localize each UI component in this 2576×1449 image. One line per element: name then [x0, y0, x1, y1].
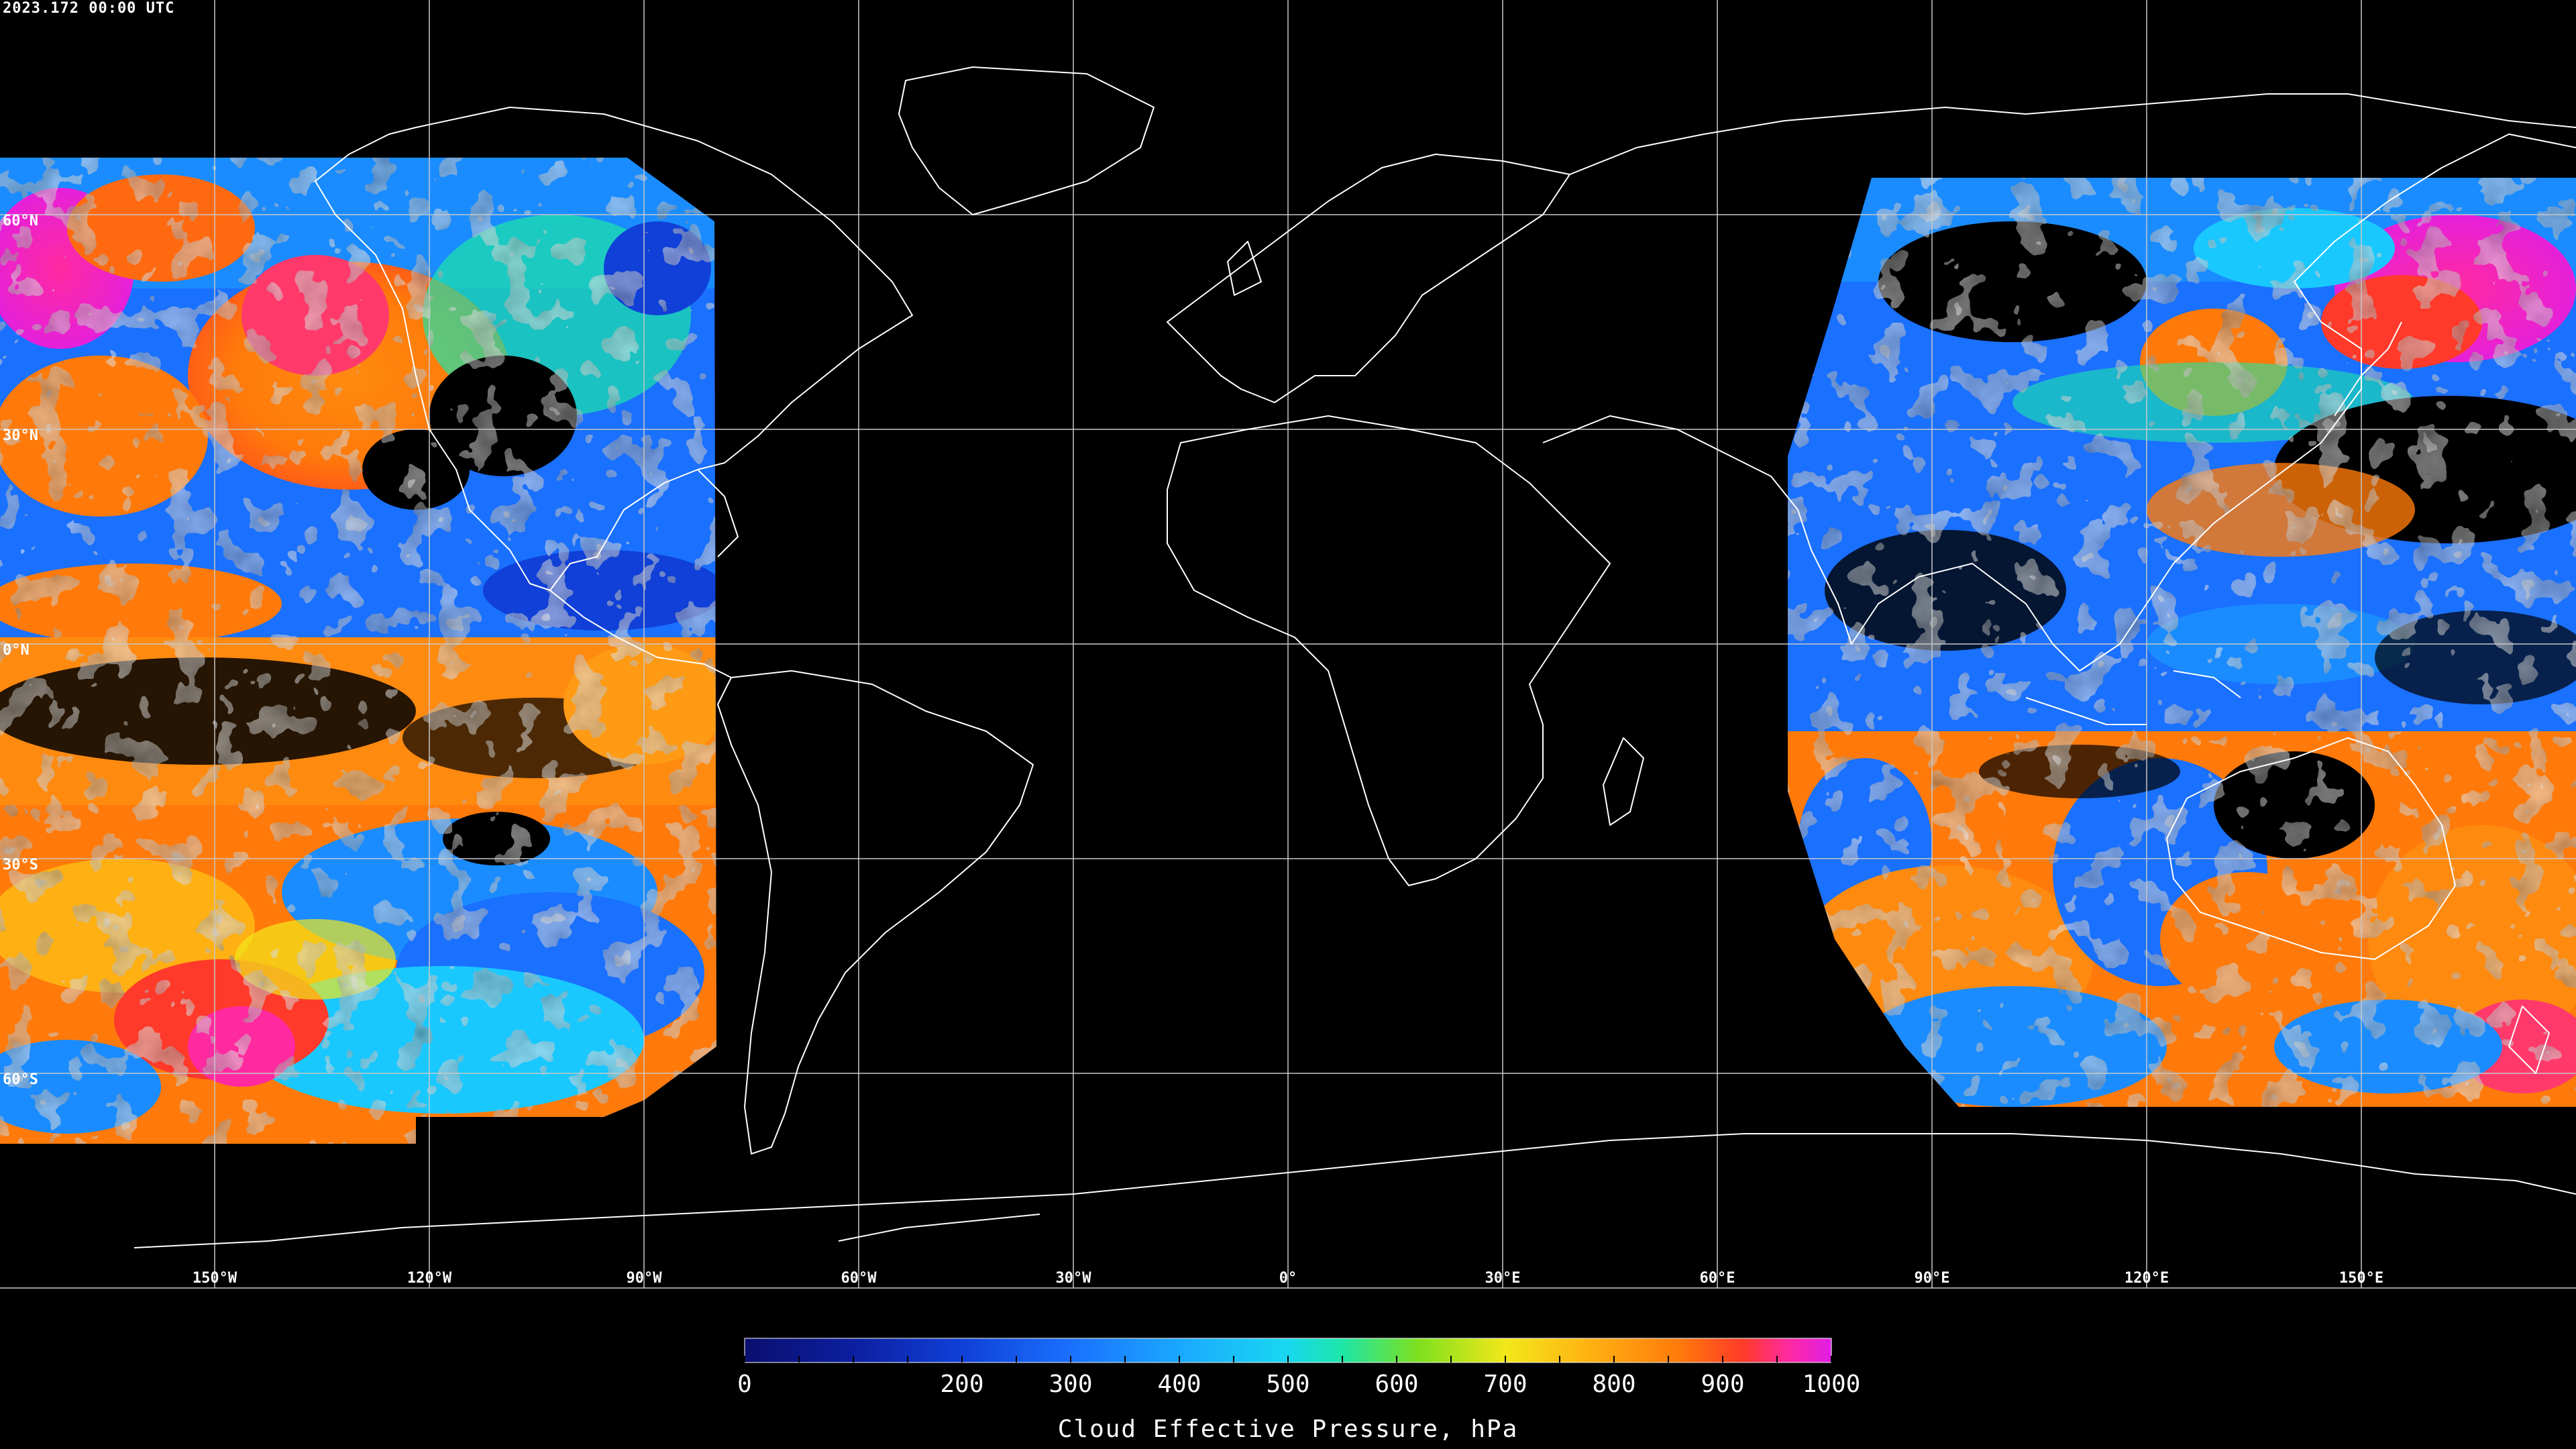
latitude-label: 30°S — [3, 857, 38, 873]
colorbar: 0 200 300 400 500 600 700 800 900 1000 — [737, 1338, 1860, 1398]
longitude-label: 60°W — [841, 1270, 877, 1287]
longitude-label: 90°W — [627, 1270, 663, 1287]
colorbar-tick-label: 600 — [1375, 1371, 1418, 1398]
longitude-label: 120°W — [407, 1270, 452, 1287]
colorbar-tick-label: 0 — [737, 1371, 752, 1398]
coastlines — [133, 66, 2576, 1248]
east-satellite-swath — [1788, 178, 2576, 1107]
latitude-labels: 60°N 30°N 0°N 30°S 60°S — [3, 213, 38, 1088]
latitude-label: 0°N — [3, 642, 30, 659]
longitude-label: 60°E — [1700, 1270, 1735, 1287]
longitude-label: 150°E — [2339, 1270, 2383, 1287]
longitude-labels: 150°W 120°W 90°W 60°W 30°W 0° 30°E 60°E 90°E 120°… — [193, 1270, 2383, 1287]
latitude-label: 30°N — [3, 427, 38, 444]
longitude-label: 150°W — [193, 1270, 237, 1287]
longitude-label: 120°E — [2125, 1270, 2169, 1287]
colorbar-title: Cloud Effective Pressure, hPa — [1057, 1415, 1519, 1443]
colorbar-tick-label: 400 — [1157, 1371, 1201, 1398]
longitude-label: 0° — [1279, 1270, 1297, 1287]
longitude-label: 90°E — [1915, 1270, 1950, 1287]
colorbar-tick-label: 1000 — [1803, 1371, 1861, 1398]
longitude-label: 30°E — [1485, 1270, 1521, 1287]
west-satellite-swath — [0, 158, 716, 1144]
latitude-label: 60°N — [3, 213, 38, 229]
timestamp: 2023.172 00:00 UTC — [3, 0, 175, 17]
colorbar-tick-label: 900 — [1701, 1371, 1744, 1398]
colorbar-tick-label: 200 — [940, 1371, 983, 1398]
colorbar-tick-label: 300 — [1049, 1371, 1092, 1398]
latitude-label: 60°S — [3, 1071, 38, 1088]
colorbar-tick-label: 700 — [1483, 1371, 1527, 1398]
colorbar-tick-labels: 0 200 300 400 500 600 700 800 900 1000 — [737, 1371, 1860, 1398]
colorbar-ticks — [744, 1356, 1832, 1362]
colorbar-tick-label: 800 — [1592, 1371, 1635, 1398]
colorbar-tick-label: 500 — [1266, 1371, 1309, 1398]
longitude-label: 30°W — [1056, 1270, 1092, 1287]
